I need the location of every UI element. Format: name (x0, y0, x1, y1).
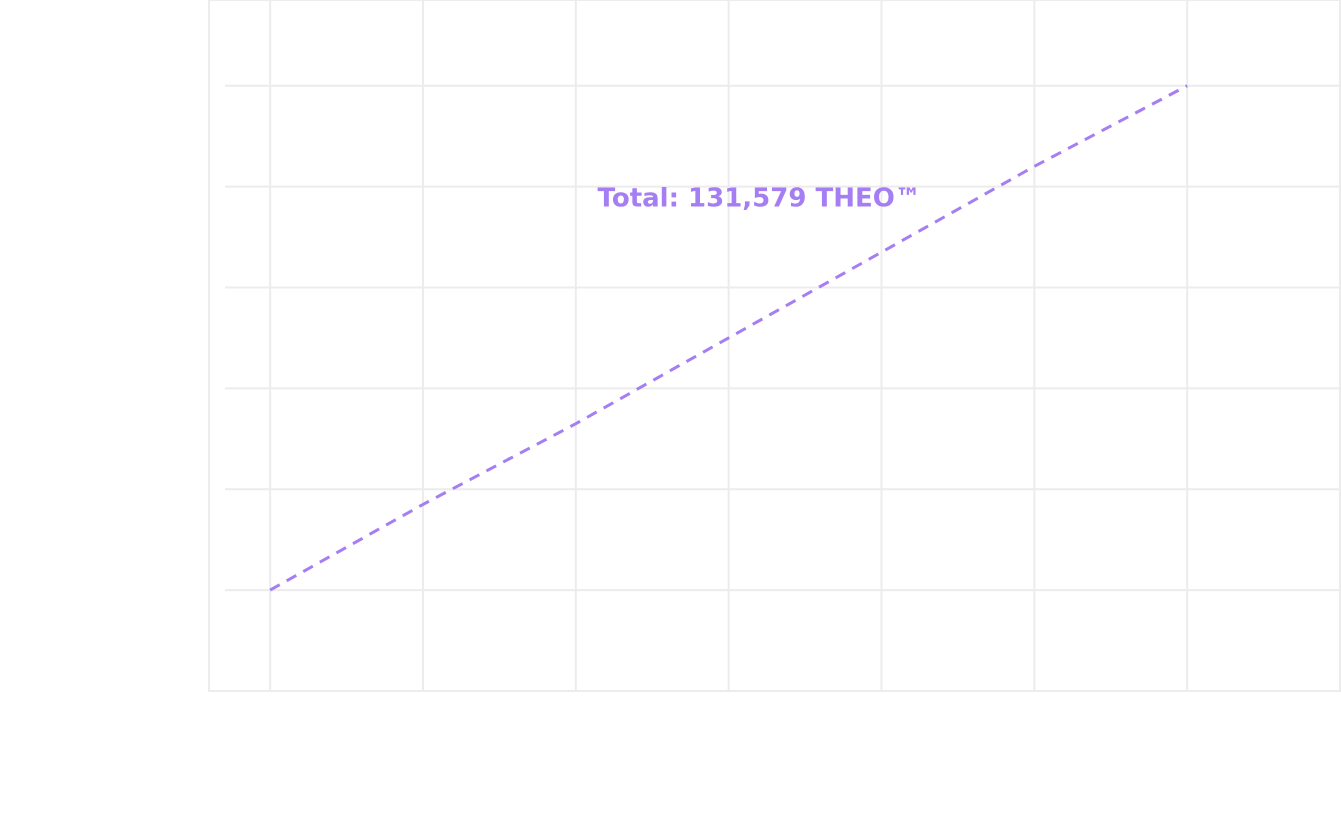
x-tick-label: 1 (264, 726, 277, 750)
y-axis-ticks: 20,000 40,000 60,000 80,000 100,000 120,000 (97, 74, 180, 602)
y-axis-title: Cumulative THEO emissions (5, 204, 29, 486)
y-tick-label: 100,000 (97, 175, 180, 199)
x-tick-label: 4 (722, 726, 735, 750)
x-axis-ticks: 1 2 3 4 5 6 7 (264, 726, 1194, 750)
y-tick-label: 60,000 (110, 376, 180, 400)
plot-frame (208, 0, 1341, 692)
y-tick-label: 40,000 (110, 477, 180, 501)
x-tick-label: 6 (1028, 726, 1041, 750)
x-axis-title: Year (751, 791, 795, 815)
x-tick-label: 7 (1181, 726, 1194, 750)
grid (225, 0, 1340, 691)
x-tick-label: 5 (875, 726, 888, 750)
y-tick-label: 80,000 (110, 275, 180, 299)
y-tick-label: 20,000 (110, 578, 180, 602)
y-tick-label: 120,000 (97, 74, 180, 98)
series-line-1 (269, 84, 1188, 592)
x-tick-label: 3 (569, 726, 582, 750)
series-layer (269, 84, 1188, 592)
x-tick-label: 2 (417, 726, 430, 750)
total-annotation: Total: 131,579 THEO™ (598, 184, 921, 214)
